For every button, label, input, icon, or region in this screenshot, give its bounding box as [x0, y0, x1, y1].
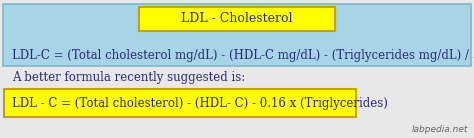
Text: labpedia.net: labpedia.net — [411, 125, 468, 134]
FancyBboxPatch shape — [3, 4, 471, 66]
Text: A better formula recently suggested is:: A better formula recently suggested is: — [12, 71, 245, 84]
FancyBboxPatch shape — [4, 89, 356, 117]
FancyBboxPatch shape — [139, 7, 335, 31]
Text: LDL - Cholesterol: LDL - Cholesterol — [181, 13, 293, 26]
Text: LDL-C = (Total cholesterol mg/dL) - (HDL-C mg/dL) - (Triglycerides mg/dL) / 5: LDL-C = (Total cholesterol mg/dL) - (HDL… — [12, 48, 474, 62]
Text: LDL - C = (Total cholesterol) - (HDL- C) - 0.16 x (Triglycerides): LDL - C = (Total cholesterol) - (HDL- C)… — [12, 96, 388, 109]
